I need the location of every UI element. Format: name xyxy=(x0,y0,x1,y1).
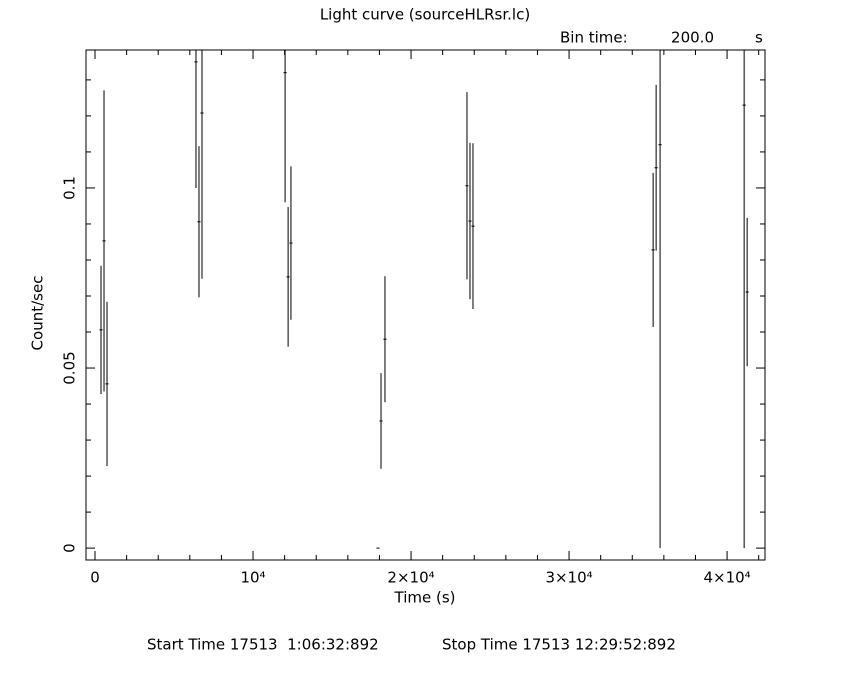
data-layer xyxy=(99,50,749,549)
x-tick-label: 0 xyxy=(90,569,100,587)
x-tick-label: 4×10⁴ xyxy=(703,569,750,587)
y-axis-label: Count/sec xyxy=(29,276,47,351)
plot-frame xyxy=(85,49,766,561)
y-tick-label: 0 xyxy=(61,543,79,553)
y-tick-label: 0.05 xyxy=(61,351,79,384)
x-tick-label: 10⁴ xyxy=(240,569,265,587)
start-time: Start Time 17513 1:06:32:892 xyxy=(147,636,379,654)
chart-title: Light curve (sourceHLRsr.lc) xyxy=(320,6,530,24)
bin-time: 200.0 xyxy=(671,29,714,47)
x-axis-label: Time (s) xyxy=(394,589,456,607)
stop-time: Stop Time 17513 12:29:52:892 xyxy=(442,636,676,654)
bin-time-unit: s xyxy=(755,29,763,47)
x-tick-label: 3×10⁴ xyxy=(545,569,592,587)
bin-time-label: Bin time: xyxy=(560,29,628,47)
y-tick-label: 0.1 xyxy=(61,176,79,200)
x-tick-label: 2×10⁴ xyxy=(387,569,434,587)
